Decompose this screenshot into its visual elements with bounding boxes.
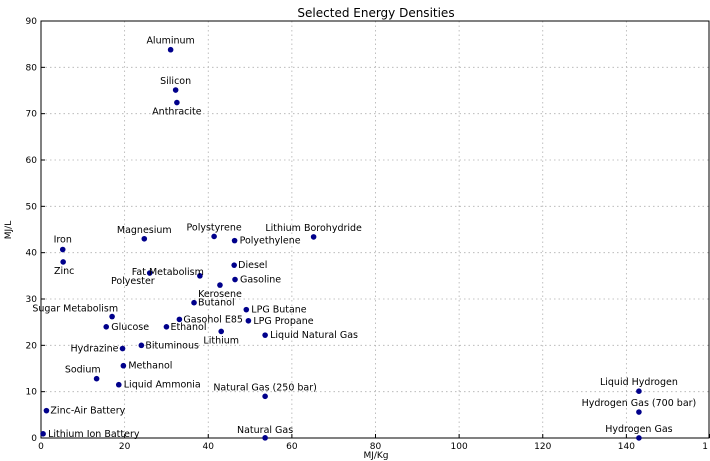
data-point bbox=[211, 233, 217, 240]
data-labels: Aluminum Silicon Anthracite Magnesium Polyst… bbox=[32, 36, 696, 440]
data-label: Methanol bbox=[128, 361, 172, 372]
data-label: Anthracite bbox=[152, 107, 202, 118]
data-point bbox=[103, 324, 110, 330]
data-point bbox=[93, 375, 100, 382]
data-point bbox=[262, 435, 268, 441]
data-label: Hydrazine bbox=[71, 344, 119, 355]
data-point bbox=[138, 342, 145, 349]
data-point bbox=[176, 316, 183, 323]
x-tick-label: 60 bbox=[286, 442, 298, 452]
data-point bbox=[636, 388, 642, 395]
data-label: Liquid Natural Gas bbox=[270, 330, 358, 341]
data-label: Kerosene bbox=[198, 289, 242, 300]
y-tick-label: 0 bbox=[31, 434, 37, 444]
y-tick-label: 20 bbox=[26, 341, 38, 351]
data-label: Polyester bbox=[111, 276, 155, 287]
data-label: Lithium bbox=[203, 335, 239, 346]
y-tick-label: 80 bbox=[26, 63, 38, 73]
data-point bbox=[120, 362, 127, 369]
data-point bbox=[231, 262, 237, 268]
data-point bbox=[636, 435, 642, 441]
y-axis-label: MJ/L bbox=[4, 221, 14, 239]
data-label: Iron bbox=[54, 235, 72, 246]
data-label: Zinc-Air Battery bbox=[50, 406, 125, 417]
y-tick-label: 90 bbox=[26, 17, 38, 27]
y-tick-label: 60 bbox=[26, 156, 38, 166]
data-point bbox=[245, 317, 252, 324]
data-label: Sodium bbox=[65, 365, 101, 376]
data-label: Zinc bbox=[54, 266, 74, 277]
data-label: Liquid Ammonia bbox=[124, 380, 201, 391]
data-point bbox=[60, 259, 66, 265]
data-point bbox=[218, 328, 225, 335]
data-point bbox=[197, 273, 203, 279]
x-tick-label: 100 bbox=[451, 442, 468, 452]
data-label: Diesel bbox=[238, 260, 267, 271]
data-point bbox=[232, 276, 238, 283]
data-point bbox=[636, 409, 642, 415]
data-label: Magnesium bbox=[117, 225, 172, 236]
data-point bbox=[243, 306, 250, 313]
x-axis-label: MJ/Kg bbox=[363, 451, 388, 461]
data-point bbox=[167, 46, 174, 53]
data-point bbox=[146, 270, 153, 276]
data-point bbox=[43, 407, 50, 414]
y-tick-label: 40 bbox=[26, 249, 38, 259]
grid bbox=[41, 21, 710, 438]
data-point bbox=[174, 99, 180, 106]
data-point bbox=[141, 235, 148, 242]
data-label: Lithium Ion Battery bbox=[48, 429, 140, 440]
data-point bbox=[310, 234, 317, 240]
y-tick-label: 50 bbox=[26, 202, 38, 212]
data-point bbox=[191, 299, 197, 306]
data-label: Liquid Hydrogen bbox=[600, 377, 678, 388]
data-label: Polyethylene bbox=[240, 236, 301, 247]
data-point bbox=[172, 87, 179, 93]
data-point bbox=[40, 431, 46, 437]
x-tick-label: 0 bbox=[38, 442, 44, 452]
data-label: Gasohol E85 bbox=[183, 314, 243, 325]
data-label: Natural Gas (250 bar) bbox=[213, 382, 317, 393]
y-tick-label: 70 bbox=[26, 110, 38, 120]
y-tick-label: 30 bbox=[26, 295, 38, 305]
chart-title: Selected Energy Densities bbox=[297, 6, 454, 20]
data-label: LPG Butane bbox=[251, 305, 307, 316]
data-point bbox=[109, 313, 115, 320]
data-label: Fat Metabolism bbox=[132, 267, 204, 278]
data-label: Hydrogen Gas (700 bar) bbox=[582, 398, 697, 409]
x-tick-label: 80 bbox=[370, 442, 382, 452]
x-tick-label: 20 bbox=[119, 442, 131, 452]
data-label: Hydrogen Gas bbox=[605, 424, 672, 435]
data-point bbox=[262, 393, 268, 400]
data-points bbox=[40, 46, 642, 441]
plot-frame bbox=[40, 20, 710, 439]
data-label: Aluminum bbox=[146, 36, 194, 47]
x-tick-label: 40 bbox=[203, 442, 215, 452]
data-label: Butanol bbox=[198, 298, 235, 309]
data-label: LPG Propane bbox=[253, 316, 313, 327]
data-label: Silicon bbox=[160, 76, 191, 87]
data-point bbox=[217, 282, 223, 288]
data-label: Sugar Metabolism bbox=[32, 304, 118, 315]
data-point bbox=[163, 324, 170, 330]
data-point bbox=[115, 381, 122, 388]
data-label: Bituminous bbox=[145, 340, 199, 351]
data-point bbox=[231, 237, 238, 244]
data-label: Glucose bbox=[111, 322, 149, 333]
data-point bbox=[119, 345, 126, 352]
y-tick-label: 10 bbox=[26, 388, 38, 398]
x-tick-label: 1 bbox=[702, 442, 708, 452]
data-label: Ethanol bbox=[170, 322, 206, 333]
data-label: Natural Gas bbox=[237, 425, 293, 436]
x-tick-label: 140 bbox=[618, 442, 635, 452]
data-point bbox=[262, 332, 268, 338]
x-tick-label: 120 bbox=[534, 442, 551, 452]
data-point bbox=[59, 246, 66, 253]
data-label: Polystyrene bbox=[187, 222, 242, 233]
data-label: Gasoline bbox=[240, 275, 281, 286]
data-label: Lithium Borohydride bbox=[265, 223, 362, 234]
